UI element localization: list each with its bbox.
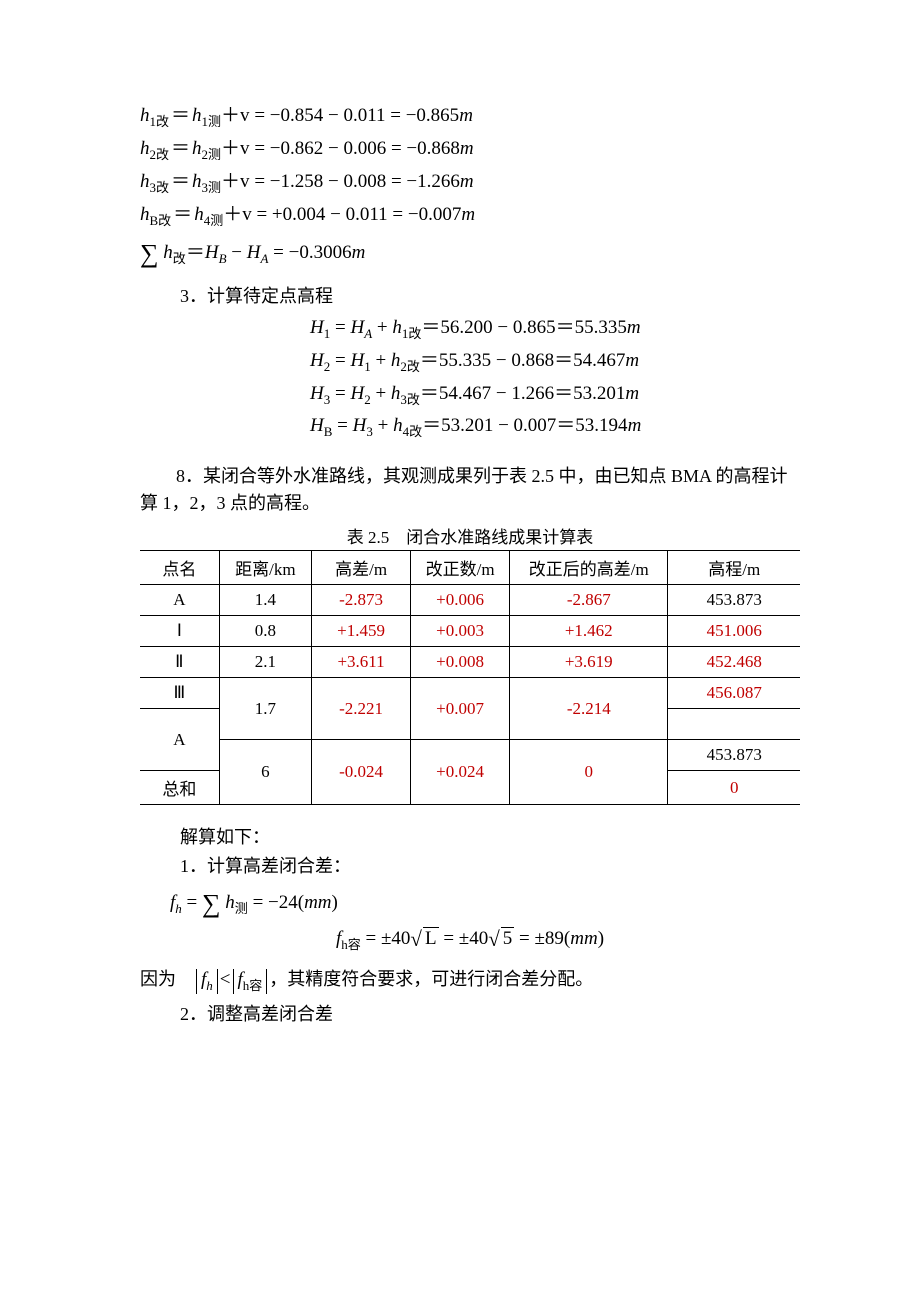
eq-h1: h1改＝h1测＋v = −0.854 − 0.011 = −0.865m bbox=[140, 100, 800, 133]
table-caption: 表 2.5 闭合水准路线成果计算表 bbox=[140, 523, 800, 548]
col-elevation: 高程/m bbox=[668, 551, 800, 585]
eq-fh: fh = ∑ h测 = −24(mm) bbox=[170, 889, 800, 919]
closed-level-table: 点名 距离/km 高差/m 改正数/m 改正后的高差/m 高程/m A 1.4 … bbox=[140, 550, 800, 805]
table-header-row: 点名 距离/km 高差/m 改正数/m 改正后的高差/m 高程/m bbox=[140, 551, 800, 585]
closure-condition: 因为 fh<fh容，其精度符合要求，可进行闭合差分配。 bbox=[140, 965, 800, 994]
eq-H3: H3 = H2 + h3改＝54.467 − 1.266＝53.201m bbox=[310, 378, 800, 411]
eq-block-h-corrections: h1改＝h1测＋v = −0.854 − 0.011 = −0.865m h2改… bbox=[140, 100, 800, 276]
eq-fh-cap: fh容 = ±40√L = ±40√5 = ±89(mm) bbox=[140, 927, 800, 953]
eq-block-elevations: H1 = HA + h1改＝56.200 − 0.865＝55.335m H2 … bbox=[310, 312, 800, 444]
col-point: 点名 bbox=[140, 551, 219, 585]
page: h1改＝h1测＋v = −0.854 − 0.011 = −0.865m h2改… bbox=[0, 0, 920, 1302]
table-row: A 1.4 -2.873 +0.006 -2.867 453.873 bbox=[140, 585, 800, 616]
step-2-label: 2．调整高差闭合差 bbox=[180, 1000, 800, 1029]
eq-H1: H1 = HA + h1改＝56.200 − 0.865＝55.335m bbox=[310, 312, 800, 345]
col-corrected: 改正后的高差/m bbox=[510, 551, 668, 585]
eq-h3: h3改＝h3测＋v = −1.258 − 0.008 = −1.266m bbox=[140, 166, 800, 199]
eq-HB: HB = H3 + h4改＝53.201 − 0.007＝53.194m bbox=[310, 410, 800, 443]
section-3-heading: 3．计算待定点高程 bbox=[180, 282, 800, 308]
col-correction: 改正数/m bbox=[411, 551, 510, 585]
col-diff: 高差/m bbox=[312, 551, 411, 585]
col-distance: 距离/km bbox=[219, 551, 311, 585]
eq-sum-h: ∑ h改＝HB − HA = −0.3006m bbox=[140, 232, 800, 276]
solution-intro: 解算如下： bbox=[180, 823, 800, 852]
eq-hB: hB改＝h4测＋v = +0.004 − 0.011 = −0.007m bbox=[140, 199, 800, 232]
table-row: 6 -0.024 +0.024 0 453.873 bbox=[140, 740, 800, 771]
step-1-label: 1．计算高差闭合差： bbox=[180, 852, 800, 881]
eq-H2: H2 = H1 + h2改＝55.335 − 0.868＝54.467m bbox=[310, 345, 800, 378]
problem-8-text: 8．某闭合等外水准路线，其观测成果列于表 2.5 中，由已知点 BMA 的高程计… bbox=[140, 463, 800, 517]
eq-h2: h2改＝h2测＋v = −0.862 − 0.006 = −0.868m bbox=[140, 133, 800, 166]
